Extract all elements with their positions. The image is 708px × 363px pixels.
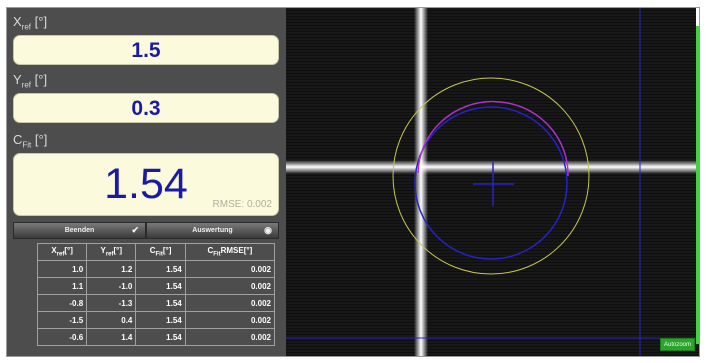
table-header-cell: CFitRMSE[°]: [184, 243, 276, 261]
evaluate-button[interactable]: Auswertung ◉: [146, 222, 279, 239]
table-cell: -1.3: [86, 294, 137, 312]
rmse-readout: RMSE: 0.002: [212, 199, 272, 210]
table-cell: -0.8: [36, 294, 88, 312]
checkmark-icon: ✔: [131, 225, 139, 235]
left-panel: Xref [°] 1.5 Yref [°] 0.3 CFit [°] 1.54 …: [7, 8, 286, 356]
table-cell: 1.4: [86, 328, 137, 346]
table-cell: 1.54: [135, 294, 186, 312]
camera-overlay: [286, 8, 699, 356]
table-cell: 1.54: [135, 311, 186, 329]
table-header-cell: CFit[°]: [135, 243, 186, 261]
table-cell: 1.54: [135, 328, 186, 346]
crosshair-vertical: [414, 8, 428, 356]
table-row[interactable]: 1.0 1.2 1.54 0.002: [36, 260, 276, 278]
table-row[interactable]: -1.5 0.4 1.54 0.002: [36, 311, 276, 329]
evaluate-button-label: Auswertung: [192, 227, 233, 234]
button-bar: Beenden ✔ Auswertung ◉: [13, 222, 279, 239]
table-header-row: Xref[°] Yref[°] CFit[°] CFitRMSE[°]: [36, 243, 276, 261]
table-cell: 0.002: [184, 294, 276, 312]
app-window: Xref [°] 1.5 Yref [°] 0.3 CFit [°] 1.54 …: [6, 7, 700, 357]
table-row[interactable]: -0.8 -1.3 1.54 0.002: [36, 294, 276, 312]
c-fit-value-box: 1.54 RMSE: 0.002: [13, 153, 279, 216]
progress-bar-top: [696, 8, 699, 26]
table-cell: 1.0: [36, 260, 88, 278]
c-fit-label: CFit [°]: [13, 132, 48, 150]
table-header-cell: Xref[°]: [36, 243, 88, 261]
y-ref-label: Yref [°]: [13, 72, 48, 90]
table-cell: -0.6: [36, 328, 88, 346]
table-cell: -1.5: [36, 311, 88, 329]
fit-circle: [414, 106, 568, 260]
table-cell: 1.54: [135, 260, 186, 278]
table-cell: 0.4: [86, 311, 137, 329]
autozoom-button[interactable]: Autozoom: [660, 338, 695, 351]
table-row[interactable]: 1.1 -1.0 1.54 0.002: [36, 277, 276, 295]
y-ref-value: 0.3: [13, 93, 279, 123]
table-row[interactable]: -0.6 1.4 1.54 0.002: [36, 328, 276, 346]
table-cell: 1.2: [86, 260, 137, 278]
table-cell: 0.002: [184, 311, 276, 329]
finish-button[interactable]: Beenden ✔: [13, 222, 146, 239]
table-cell: 1.1: [36, 277, 88, 295]
table-cell: -1.0: [86, 277, 137, 295]
table-cell: 0.002: [184, 328, 276, 346]
x-ref-value: 1.5: [13, 35, 279, 65]
x-ref-label: Xref [°]: [13, 14, 48, 32]
table-cell: 0.002: [184, 277, 276, 295]
yellow-circle: [392, 77, 590, 275]
table-header-cell: Yref[°]: [86, 243, 137, 261]
results-table: Xref[°] Yref[°] CFit[°] CFitRMSE[°] 1.0 1.2 1…: [36, 243, 276, 346]
table-cell: 0.002: [184, 260, 276, 278]
finish-button-label: Beenden: [64, 227, 95, 234]
measured-arc: [417, 100, 569, 177]
c-fit-value: 1.54: [104, 160, 188, 208]
camera-view[interactable]: Autozoom: [286, 8, 699, 356]
table-cell: 1.54: [135, 277, 186, 295]
eye-icon: ◉: [264, 225, 272, 235]
progress-bar: [696, 26, 699, 344]
